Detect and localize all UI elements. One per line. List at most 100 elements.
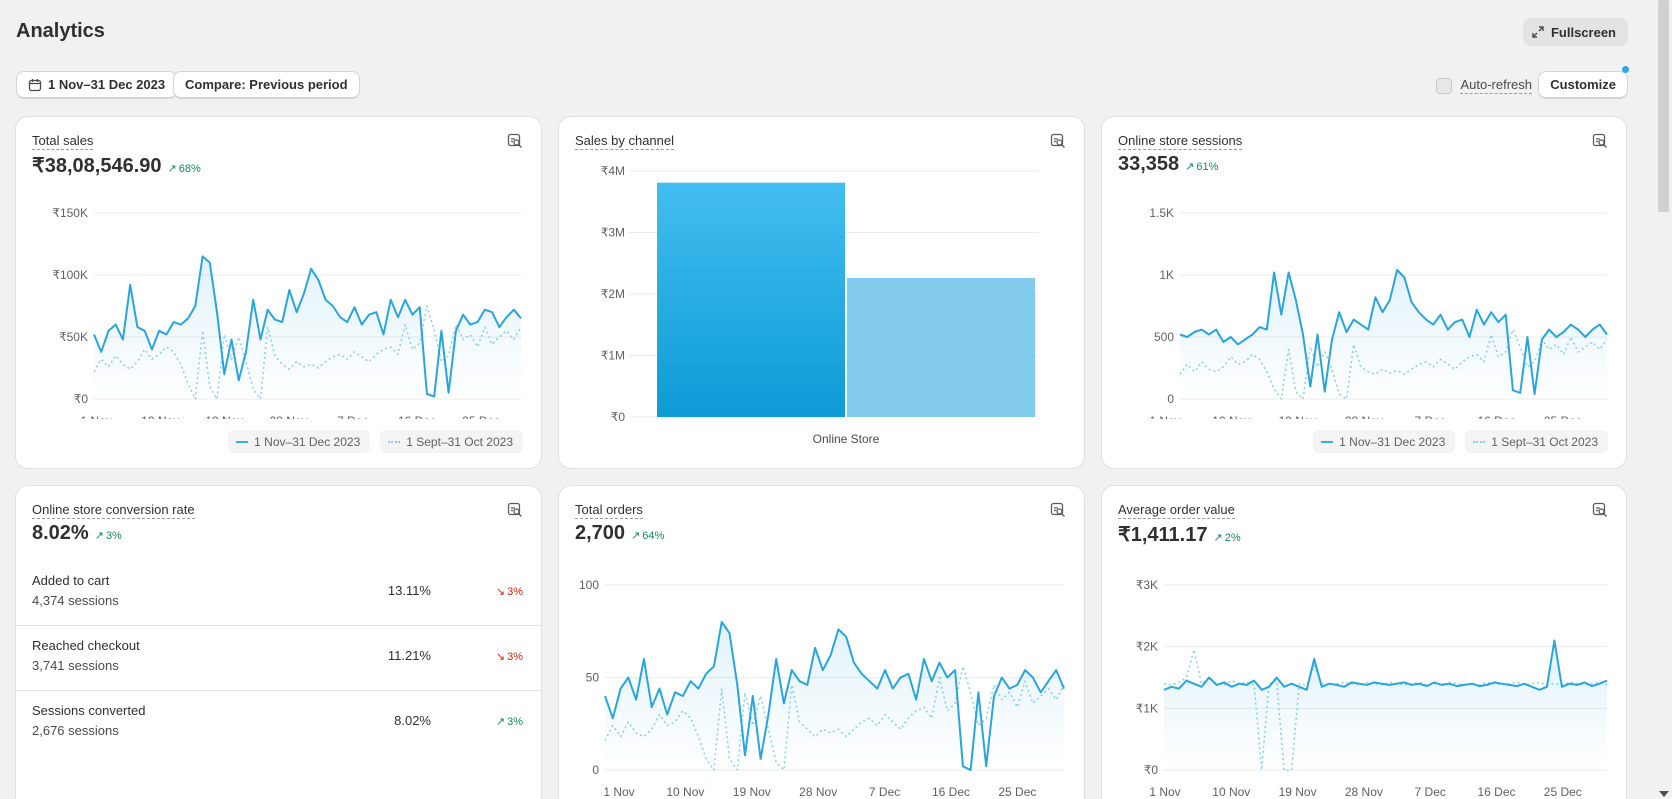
- x-tick-label: 25 Dec: [998, 785, 1036, 798]
- x-tick-label: 1 Nov: [1149, 785, 1180, 798]
- funnel-sessions: 3,741 sessions: [32, 658, 119, 673]
- average-order-value-card[interactable]: Average order value ₹1,411.17 ↗ 2% ₹0 ₹1K ₹…: [1102, 486, 1626, 799]
- x-category-label: Online Store: [813, 432, 880, 446]
- series-area-current: [94, 256, 521, 399]
- metric: ₹1,411.17 ↗ 2%: [1118, 522, 1241, 547]
- page-scrollbar[interactable]: [1655, 0, 1672, 799]
- metric: 33,358 ↗ 61%: [1118, 153, 1218, 176]
- arrow-down-icon: ↘: [495, 586, 506, 598]
- delta-badge: ↘ 3%: [496, 650, 523, 664]
- auto-refresh[interactable]: Auto-refresh: [1436, 77, 1532, 94]
- x-tick-label: 7 Dec: [1415, 785, 1446, 798]
- bar-previous: [847, 278, 1035, 417]
- chart-explore-icon[interactable]: [1050, 502, 1066, 518]
- total-orders-chart: 0 50 100 1 Nov 10 Nov 19 Nov 28 Nov 7 Dec 16 Dec…: [579, 578, 1065, 798]
- x-tick-label: 1 Nov: [603, 785, 634, 798]
- y-tick-label: 0: [592, 763, 599, 777]
- legend-current[interactable]: 1 Nov–31 Dec 2023: [1313, 430, 1456, 453]
- x-tick-label: 16 Dec: [1477, 785, 1515, 798]
- chart-explore-icon[interactable]: [1592, 133, 1608, 149]
- aov-chart: ₹0 ₹1K ₹2K ₹3K 1 Nov 10 Nov 19 Nov 28 Nov 7 Dec 1…: [1136, 578, 1608, 798]
- delta-value: 64%: [642, 529, 665, 542]
- x-tick-label: 25 Dec: [462, 414, 500, 419]
- auto-refresh-checkbox[interactable]: [1436, 77, 1453, 94]
- chart-explore-icon[interactable]: [507, 133, 523, 149]
- x-tick-label: 7 Dec: [1415, 414, 1446, 419]
- notification-dot: [1622, 66, 1629, 73]
- top-bar: Analytics Fullscreen: [16, 18, 1628, 48]
- sessions-card[interactable]: Online store sessions 33,358 ↗ 61% 0 500 1K…: [1102, 117, 1626, 468]
- legend-dotted-swatch: [388, 440, 401, 443]
- arrow-up-icon: ↗: [1213, 532, 1223, 544]
- metric-value: 8.02%: [32, 522, 89, 544]
- series-area-current: [1164, 640, 1607, 770]
- y-tick-label: ₹4M: [601, 164, 625, 178]
- y-tick-label: 500: [1154, 330, 1174, 344]
- x-tick-label: 16 Dec: [1477, 414, 1515, 419]
- x-tick-label: 10 Nov: [666, 785, 704, 798]
- card-title[interactable]: Total orders: [575, 502, 643, 519]
- total-orders-card[interactable]: Total orders 2,700 ↗ 64% 0 50 100 1 Nov 10 No…: [559, 486, 1084, 799]
- arrow-up-icon: ↗: [495, 716, 506, 728]
- funnel-sessions: 2,676 sessions: [32, 723, 119, 738]
- customize-button[interactable]: Customize: [1538, 66, 1629, 99]
- date-range-button[interactable]: 1 Nov–31 Dec 2023: [16, 71, 178, 99]
- x-tick-label: 7 Dec: [337, 414, 368, 419]
- card-title[interactable]: Average order value: [1118, 502, 1235, 519]
- x-tick-label: 19 Nov: [205, 414, 243, 419]
- x-tick-label: 16 Dec: [398, 414, 436, 419]
- funnel-label: Sessions converted: [32, 703, 146, 718]
- legend-previous[interactable]: 1 Sept–31 Oct 2023: [1465, 430, 1608, 453]
- funnel-rate: 13.11%: [387, 583, 431, 598]
- arrow-up-icon: ↗: [167, 163, 177, 175]
- sales-by-channel-card[interactable]: Sales by channel ₹0 ₹1M ₹2M ₹3M ₹4M Online St…: [559, 117, 1084, 468]
- x-tick-label: 16 Dec: [932, 785, 970, 798]
- y-tick-label: 1K: [1159, 268, 1174, 282]
- funnel-row-added-to-cart: Added to cart 4,374 sessions 13.11% ↘ 3%: [16, 561, 541, 626]
- compare-button[interactable]: Compare: Previous period: [173, 71, 360, 99]
- metric: ₹38,08,546.90 ↗ 68%: [32, 153, 201, 178]
- card-title[interactable]: Sales by channel: [575, 133, 675, 150]
- y-tick-label: 1.5K: [1149, 206, 1174, 220]
- scrollbar-thumb[interactable]: [1658, 0, 1669, 212]
- x-tick-label: 25 Dec: [1544, 785, 1582, 798]
- card-title[interactable]: Online store conversion rate: [32, 502, 195, 519]
- date-range-label: 1 Nov–31 Dec 2023: [48, 77, 166, 92]
- chart-explore-icon[interactable]: [1050, 133, 1066, 149]
- series-line-current: [1163, 639, 1608, 691]
- y-tick-label: 0: [1167, 392, 1174, 406]
- x-tick-label: 28 Nov: [1345, 785, 1383, 798]
- x-tick-label: 10 Nov: [141, 414, 179, 419]
- delta-value: 3%: [507, 585, 523, 598]
- delta-value: 61%: [1196, 160, 1219, 173]
- legend-previous[interactable]: 1 Sept–31 Oct 2023: [380, 430, 523, 453]
- conversion-rate-card[interactable]: Online store conversion rate 8.02% ↗ 3% A…: [16, 486, 541, 799]
- legend-current[interactable]: 1 Nov–31 Dec 2023: [228, 430, 371, 453]
- card-title[interactable]: Total sales: [32, 133, 94, 150]
- y-tick-label: ₹2M: [601, 287, 625, 301]
- sessions-chart: 0 500 1K 1.5K 1 Nov 10 Nov 19 Nov 28 Nov 7 Dec 16…: [1149, 206, 1608, 419]
- x-tick-label: 28 Nov: [1345, 414, 1383, 419]
- chart-explore-icon[interactable]: [507, 502, 523, 518]
- metric-value: ₹38,08,546.90: [32, 155, 162, 177]
- chart-explore-icon[interactable]: [1592, 502, 1608, 518]
- legend-dotted-swatch: [1473, 440, 1486, 443]
- y-tick-label: ₹100K: [52, 268, 88, 282]
- x-tick-label: 1 Nov: [80, 414, 111, 419]
- y-tick-label: ₹3K: [1136, 578, 1158, 592]
- y-tick-label: ₹150K: [52, 206, 88, 220]
- delta-badge: ↗ 61%: [1185, 160, 1219, 174]
- funnel-label: Reached checkout: [32, 638, 140, 653]
- x-tick-label: 19 Nov: [1279, 414, 1317, 419]
- series-area-current: [1180, 270, 1607, 399]
- x-tick-label: 28 Nov: [799, 785, 837, 798]
- total-sales-chart: ₹0 ₹50K ₹100K ₹150K 1 Nov 10 Nov 19 Nov 28 Nov 7…: [52, 206, 522, 419]
- fullscreen-button[interactable]: Fullscreen: [1522, 18, 1628, 46]
- scroll-down-arrow-icon[interactable]: [1659, 791, 1669, 797]
- y-tick-label: ₹0: [611, 410, 626, 424]
- total-sales-card[interactable]: Total sales ₹38,08,546.90 ↗ 68% ₹0 ₹50K ₹10…: [16, 117, 541, 468]
- calendar-icon: [28, 78, 42, 91]
- series-area-current: [605, 622, 1064, 770]
- card-title[interactable]: Online store sessions: [1118, 133, 1243, 150]
- legend-line-swatch: [1321, 440, 1334, 443]
